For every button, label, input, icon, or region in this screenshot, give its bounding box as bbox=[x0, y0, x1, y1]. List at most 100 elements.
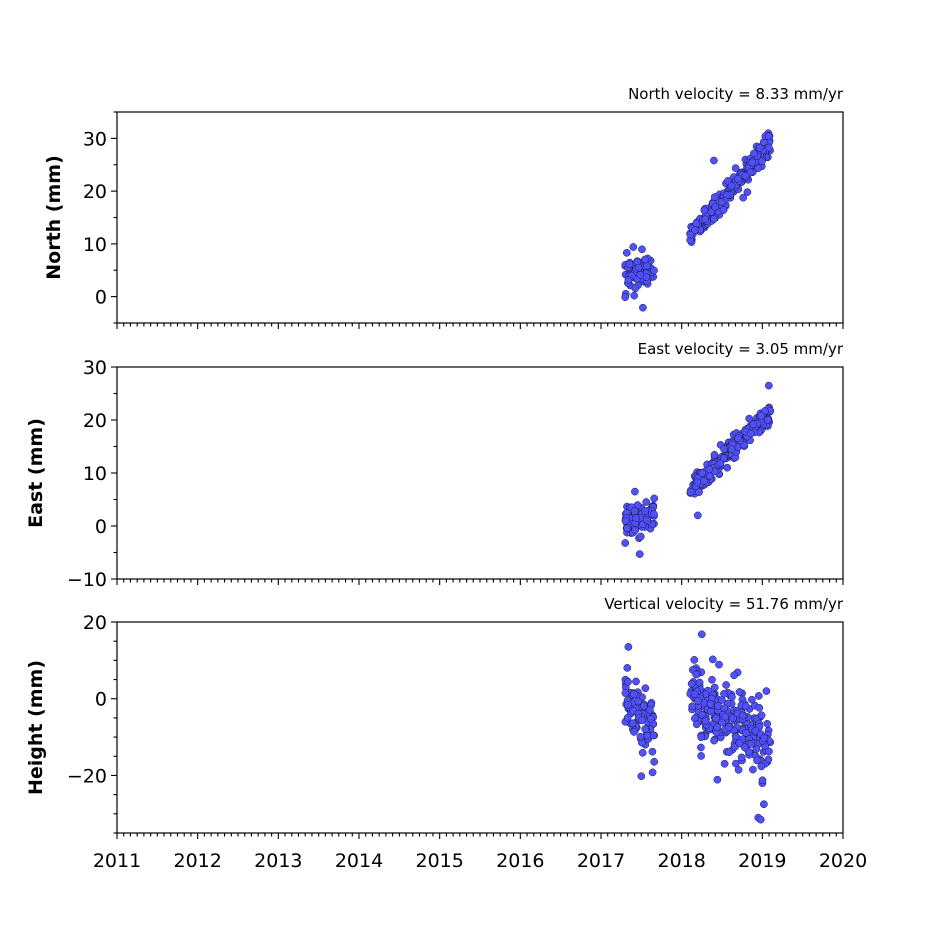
y-tick-label: 10 bbox=[83, 463, 107, 485]
data-point bbox=[631, 487, 639, 496]
data-point bbox=[639, 303, 647, 312]
y-tick-label: 20 bbox=[83, 612, 107, 634]
east-y-axis: −10 0 10 20 30 bbox=[67, 357, 117, 591]
data-point bbox=[717, 198, 726, 206]
data-point bbox=[691, 226, 699, 235]
north-x-axis bbox=[116, 323, 844, 329]
x-tick-label: 2015 bbox=[415, 850, 463, 872]
data-point bbox=[621, 293, 630, 302]
east-title: East velocity = 3.05 mm/yr bbox=[638, 340, 844, 358]
data-point bbox=[623, 713, 632, 722]
height-marks bbox=[621, 630, 775, 824]
data-point bbox=[757, 411, 765, 420]
data-point bbox=[715, 660, 723, 669]
data-point bbox=[720, 445, 728, 453]
data-point bbox=[636, 532, 645, 541]
data-point bbox=[758, 776, 767, 785]
east-ylabel: East (mm) bbox=[25, 418, 47, 528]
data-point bbox=[710, 215, 718, 223]
data-point bbox=[741, 702, 750, 710]
data-point bbox=[697, 752, 705, 760]
data-point bbox=[628, 719, 637, 728]
data-point bbox=[750, 149, 758, 158]
data-point bbox=[710, 156, 718, 165]
data-point bbox=[629, 243, 638, 251]
data-point bbox=[641, 684, 650, 693]
data-point bbox=[725, 723, 733, 731]
x-tick-label: 2014 bbox=[335, 850, 383, 872]
north-y-axis: 0 10 20 30 bbox=[83, 111, 117, 324]
data-point bbox=[760, 800, 768, 809]
data-point bbox=[635, 550, 644, 558]
data-point bbox=[624, 276, 633, 284]
y-tick-label: 20 bbox=[83, 410, 107, 432]
data-point bbox=[643, 731, 652, 740]
data-point bbox=[641, 507, 650, 515]
data-point bbox=[686, 488, 695, 497]
data-point bbox=[697, 743, 705, 752]
data-point bbox=[725, 748, 734, 757]
east-panel: East velocity = 3.05 mm/yr −10 0 10 20 30 Ea… bbox=[25, 340, 844, 591]
data-point bbox=[630, 291, 639, 300]
data-point bbox=[650, 266, 658, 275]
data-point bbox=[690, 690, 699, 698]
data-point bbox=[648, 768, 657, 777]
data-point bbox=[760, 734, 769, 742]
data-point bbox=[630, 728, 638, 736]
data-point bbox=[695, 488, 703, 496]
data-point bbox=[692, 219, 701, 228]
data-point bbox=[710, 736, 718, 745]
data-point bbox=[700, 477, 708, 485]
data-point bbox=[692, 720, 701, 729]
data-point bbox=[694, 697, 702, 705]
data-point bbox=[642, 498, 651, 506]
data-point bbox=[624, 643, 633, 651]
data-point bbox=[650, 757, 659, 766]
data-point bbox=[641, 725, 650, 733]
x-tick-label: 2018 bbox=[657, 850, 705, 872]
data-point bbox=[708, 655, 717, 664]
north-axes-frame bbox=[116, 111, 844, 324]
north-panel: North velocity = 8.33 mm/yr 0 10 20 30 Nort… bbox=[43, 85, 844, 329]
data-point bbox=[624, 700, 632, 709]
data-point bbox=[720, 689, 728, 698]
height-panel: Vertical velocity = 51.76 mm/yr −20 0 20 2… bbox=[25, 595, 867, 872]
data-point bbox=[764, 416, 772, 424]
data-point bbox=[765, 747, 773, 756]
x-tick-label: 2019 bbox=[738, 850, 786, 872]
data-point bbox=[623, 524, 631, 533]
data-point bbox=[648, 747, 657, 756]
data-point bbox=[636, 271, 645, 279]
data-point bbox=[687, 679, 696, 688]
data-point bbox=[745, 414, 754, 423]
y-tick-label: −10 bbox=[67, 569, 107, 591]
data-point bbox=[692, 670, 700, 679]
east-x-axis bbox=[116, 579, 844, 585]
data-point bbox=[630, 507, 639, 516]
data-point bbox=[731, 164, 740, 172]
data-point bbox=[646, 715, 655, 723]
data-point bbox=[749, 765, 757, 774]
data-point bbox=[754, 164, 763, 173]
data-point bbox=[728, 693, 736, 701]
y-tick-label: 0 bbox=[95, 516, 107, 538]
y-tick-label: 0 bbox=[95, 287, 107, 309]
data-point bbox=[740, 743, 749, 752]
data-point bbox=[727, 181, 736, 190]
data-point bbox=[631, 284, 640, 293]
data-point bbox=[710, 683, 719, 692]
data-point bbox=[698, 469, 707, 477]
data-point bbox=[634, 697, 643, 706]
data-point bbox=[764, 132, 773, 141]
data-point bbox=[735, 688, 744, 696]
data-point bbox=[755, 703, 764, 712]
data-point bbox=[722, 681, 730, 689]
data-point bbox=[695, 678, 704, 687]
data-point bbox=[762, 687, 771, 695]
y-tick-label: 0 bbox=[95, 689, 107, 711]
data-point bbox=[632, 677, 640, 686]
data-point bbox=[721, 712, 729, 721]
data-point bbox=[734, 765, 743, 774]
data-point bbox=[764, 381, 773, 390]
